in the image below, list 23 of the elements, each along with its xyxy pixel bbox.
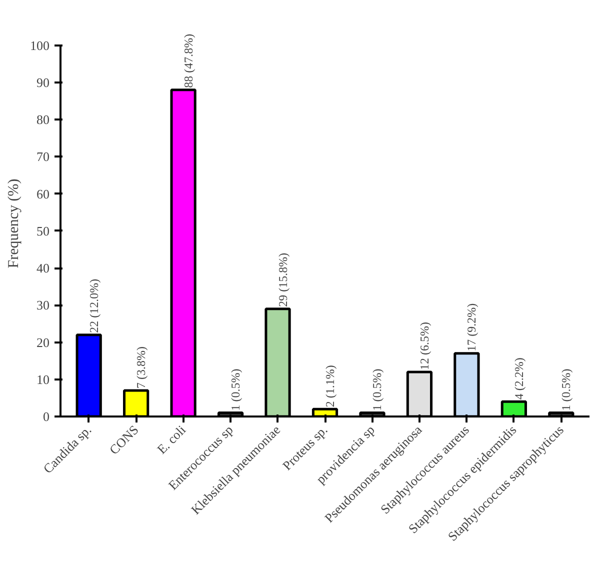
y-tick-label: 80 <box>36 112 50 128</box>
y-tick-label: 70 <box>36 149 50 164</box>
y-tick-label: 20 <box>36 334 50 350</box>
y-tick-label: 10 <box>36 372 50 387</box>
y-tick-label: 60 <box>36 186 50 202</box>
data-label: 1 (0.5%) <box>370 368 384 411</box>
y-tick-label: 0 <box>43 409 50 424</box>
y-tick-label: 50 <box>36 223 50 238</box>
data-label: 88 (47.8%) <box>181 34 196 88</box>
y-tick-label: 90 <box>36 74 50 90</box>
data-label: 4 (2.2%) <box>512 358 526 400</box>
data-label: 12 (6.5%) <box>417 322 432 370</box>
data-label: 1 (0.5%) <box>559 368 574 411</box>
y-tick-label: 40 <box>36 260 50 276</box>
y-tick-label: 30 <box>36 298 50 313</box>
data-label: 2 (1.1%) <box>323 365 337 408</box>
data-label: 7 (3.8%) <box>134 346 148 389</box>
y-tick-label: 100 <box>30 38 50 53</box>
y-axis-title: Frequency (%) <box>6 178 22 268</box>
data-label: 29 (15.8%) <box>276 252 290 307</box>
data-label: 22 (12.0%) <box>86 278 101 333</box>
data-label: 17 (9.2%) <box>464 303 479 352</box>
data-label: 1 (0.5%) <box>228 368 243 411</box>
